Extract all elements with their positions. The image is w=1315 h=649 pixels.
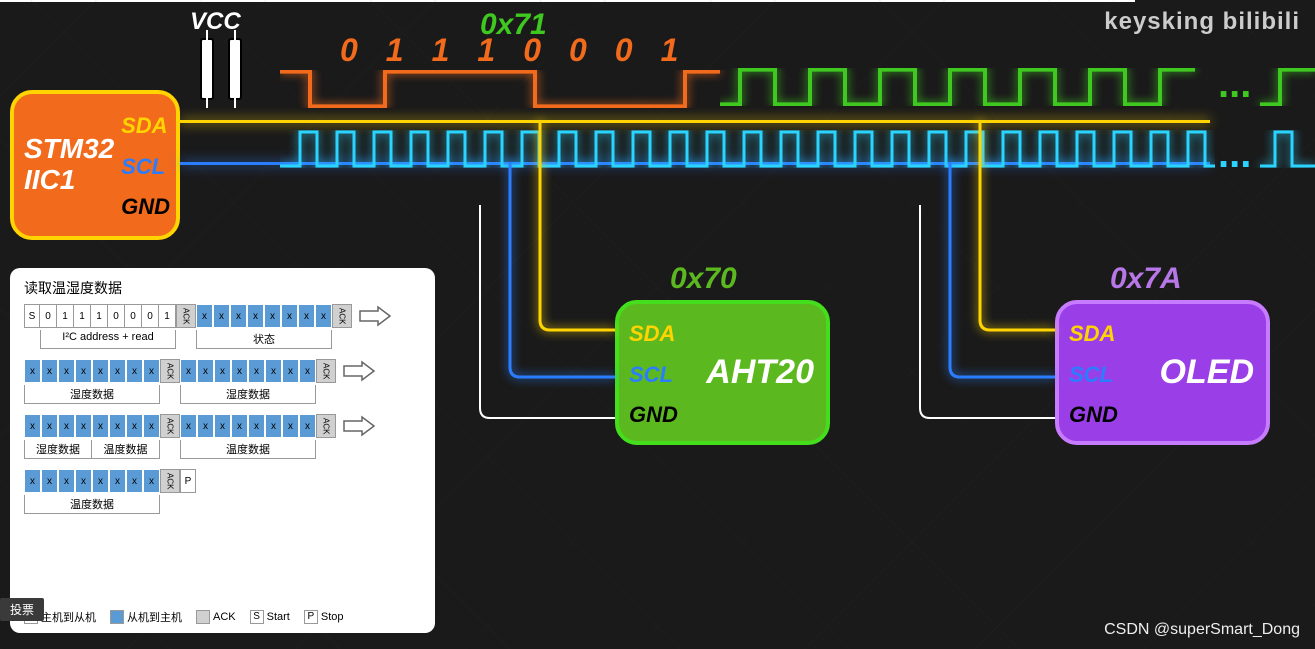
- bit: 0: [340, 32, 358, 69]
- legend-m2s: 主机到从机: [41, 609, 96, 625]
- drop-gnd-aht20: [480, 205, 620, 420]
- watermark-bottom: CSDN @superSmart_Dong: [1104, 621, 1300, 639]
- legend-box-s2m: [110, 610, 124, 624]
- pin-sda: SDA: [121, 106, 170, 147]
- sub-row-2: 湿度数据 湿度数据: [24, 385, 421, 404]
- bit: 0: [523, 32, 541, 69]
- byte-bits: 0 1 1 1 0 0 0 1: [340, 32, 678, 69]
- bit-cell: 1: [74, 304, 91, 328]
- master-pins: SDA SCL GND: [121, 106, 170, 228]
- slave-name: OLED: [1160, 353, 1254, 392]
- master-block: STM32 IIC1 SDA SCL GND: [10, 90, 180, 240]
- bit-cell: 0: [108, 304, 125, 328]
- frame-row-3: xxxxxxxx ACK xxxxxxxx ACK: [24, 414, 421, 438]
- bit-cell: 0: [142, 304, 159, 328]
- sub-row-3: 湿度数据 温度数据 温度数据: [24, 440, 421, 459]
- master-name-line1: STM32: [24, 134, 114, 165]
- pullup-resistors: [200, 38, 242, 100]
- legend-box-s: S: [250, 610, 264, 624]
- arrow-icon: [342, 415, 376, 437]
- bit: 1: [661, 32, 679, 69]
- ack-cell: ACK: [176, 304, 196, 328]
- frame-row-4: xxxxxxxx ACK P: [24, 469, 421, 493]
- bit: 0: [569, 32, 587, 69]
- sub-row-1: I²C address + read 状态: [24, 330, 421, 349]
- pin-sda: SDA: [629, 314, 678, 355]
- legend-start: Start: [267, 611, 290, 623]
- frame-row-2: xxxxxxxx ACK xxxxxxxx ACK: [24, 359, 421, 383]
- bit-cell: 1: [159, 304, 176, 328]
- frame-row-1: S 0 1 1 1 0 0 0 1 ACK xxxxxxxx ACK: [24, 304, 421, 328]
- master-name-line2: IIC1: [24, 165, 114, 196]
- slave-pins: SDA SCL GND: [629, 314, 678, 436]
- bit: 1: [432, 32, 450, 69]
- stop-cell: P: [180, 469, 196, 493]
- bit-cell: 0: [40, 304, 57, 328]
- slave-addr-1: 0x7A: [1110, 262, 1182, 296]
- ack-cell: ACK: [332, 304, 352, 328]
- legend-s2m: 从机到主机: [127, 609, 182, 625]
- slave-block-aht20: SDA SCL GND AHT20: [615, 300, 830, 445]
- slave-pins: SDA SCL GND: [1069, 314, 1118, 436]
- slave-addr-0: 0x70: [670, 262, 737, 296]
- scl-waveform: [280, 130, 1215, 168]
- resistor-icon: [228, 38, 242, 100]
- legend-box-p: P: [304, 610, 318, 624]
- protocol-info-box: 读取温湿度数据 S 0 1 1 1 0 0 0 1 ACK xxxxxxxx A…: [10, 268, 435, 633]
- start-cell: S: [24, 304, 40, 328]
- scl-waveform-cont: [1210, 130, 1315, 168]
- pin-scl: SCL: [1069, 355, 1118, 396]
- legend: 主机到从机 从机到主机 ACK SStart PStop: [24, 609, 344, 625]
- drop-gnd-oled: [920, 205, 1060, 420]
- bit-cell: 1: [91, 304, 108, 328]
- arrow-icon: [358, 305, 392, 327]
- slave-block-oled: SDA SCL GND OLED: [1055, 300, 1270, 445]
- legend-stop: Stop: [321, 611, 344, 623]
- info-title: 读取温湿度数据: [24, 278, 421, 298]
- legend-box-ack: [196, 610, 210, 624]
- data-cell: x: [196, 304, 213, 328]
- pin-scl: SCL: [629, 355, 678, 396]
- pin-sda: SDA: [1069, 314, 1118, 355]
- master-name: STM32 IIC1: [24, 134, 114, 196]
- bit: 1: [386, 32, 404, 69]
- pin-gnd: GND: [629, 395, 678, 436]
- resistor-icon: [200, 38, 214, 100]
- vote-button[interactable]: 投票: [0, 598, 44, 621]
- bit: 1: [477, 32, 495, 69]
- pin-gnd: GND: [1069, 395, 1118, 436]
- bit-cell: 0: [125, 304, 142, 328]
- sub-addr: I²C address + read: [40, 330, 176, 349]
- arrow-icon: [342, 360, 376, 382]
- pin-gnd: GND: [121, 187, 170, 228]
- watermark-top: keysking bilibili: [1104, 8, 1300, 36]
- sub-status: 状态: [196, 330, 332, 349]
- bit-cell: 1: [57, 304, 74, 328]
- slave-name: AHT20: [706, 353, 814, 392]
- sub-row-4: 温度数据: [24, 495, 421, 514]
- pin-scl: SCL: [121, 147, 170, 188]
- bit: 0: [615, 32, 633, 69]
- sda-waveform-green: [720, 68, 1315, 106]
- legend-ack: ACK: [213, 611, 236, 623]
